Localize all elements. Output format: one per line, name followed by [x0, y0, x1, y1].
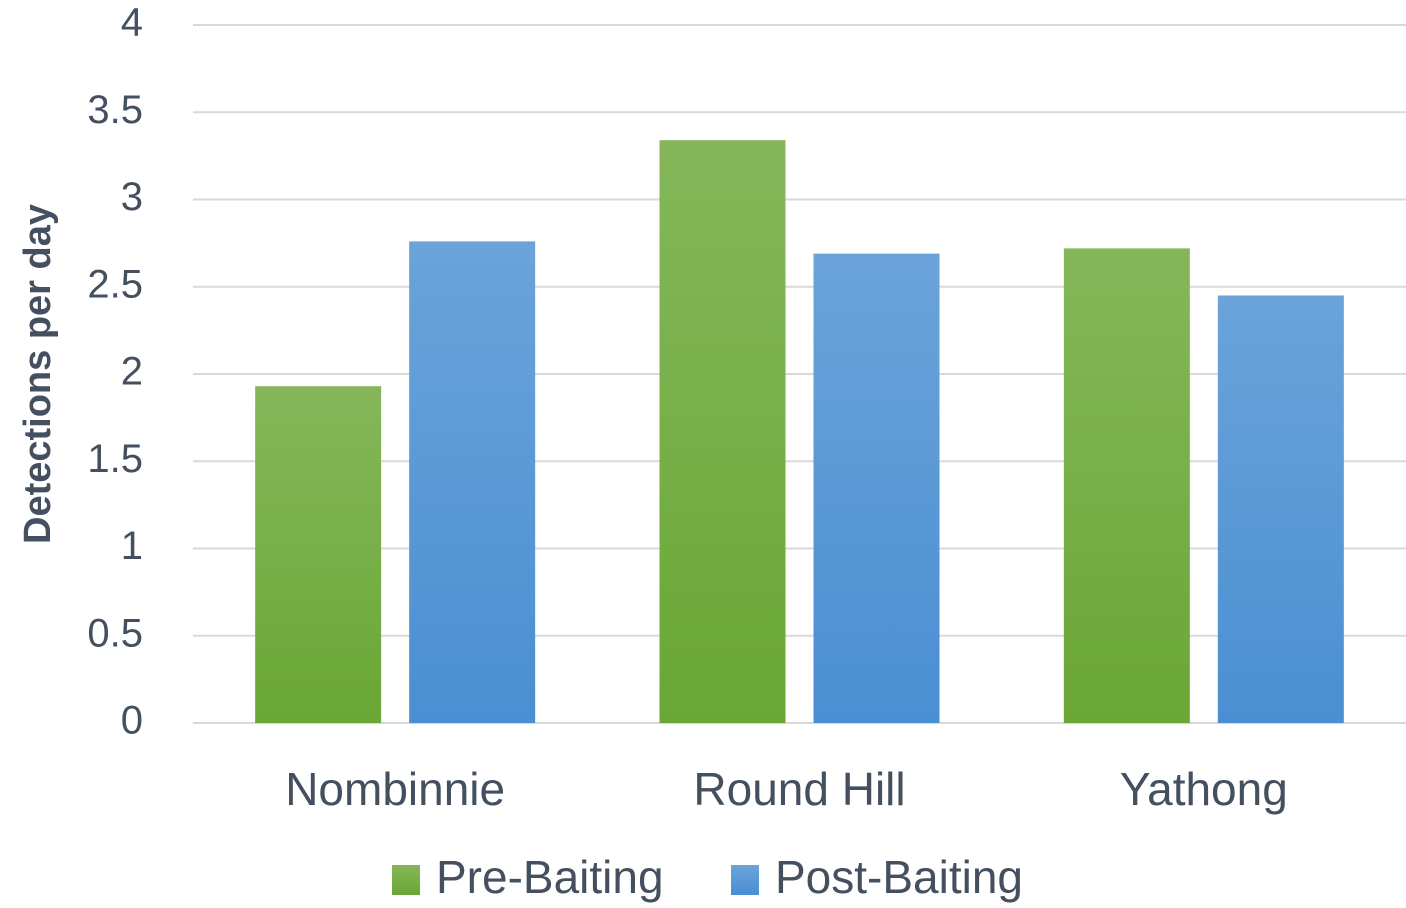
- bar: [659, 140, 786, 724]
- y-tick-label: 2.5: [87, 262, 143, 306]
- y-tick-label: 1.5: [87, 437, 143, 481]
- bar: [409, 241, 536, 723]
- y-tick-label: 1: [121, 524, 143, 568]
- bar: [1217, 295, 1344, 723]
- x-tick-label: Round Hill: [693, 763, 905, 815]
- bar: [1063, 248, 1190, 724]
- y-tick-label: 2: [121, 350, 143, 394]
- bar: [813, 253, 940, 723]
- legend-label: Pre-Baiting: [436, 851, 664, 903]
- bar: [255, 386, 382, 723]
- y-tick-label: 0: [121, 699, 143, 743]
- legend-label: Post-Baiting: [775, 851, 1023, 903]
- y-tick-label: 0.5: [87, 611, 143, 655]
- x-tick-label: Nombinnie: [285, 763, 505, 815]
- y-tick-label: 3.5: [87, 88, 143, 132]
- legend-swatch: [392, 865, 420, 895]
- legend-swatch: [731, 865, 759, 895]
- y-tick-label: 4: [121, 1, 143, 45]
- x-tick-label: Yathong: [1120, 763, 1288, 815]
- y-axis-label: Detections per day: [17, 204, 59, 544]
- y-tick-label: 3: [121, 175, 143, 219]
